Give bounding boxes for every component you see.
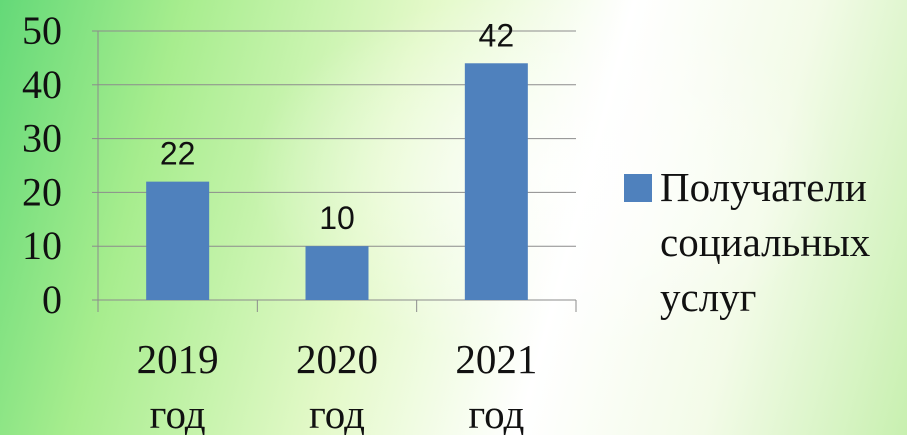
- legend-line: социальных: [660, 219, 871, 265]
- y-tick-label: 30: [22, 116, 62, 161]
- x-tick-label: 2019: [137, 336, 219, 382]
- x-tick-label: 2021: [455, 336, 537, 382]
- x-tick-label: год: [309, 391, 365, 435]
- bar: [146, 181, 210, 300]
- data-label: 22: [160, 136, 196, 172]
- bar: [305, 246, 369, 300]
- x-tick-label: год: [468, 391, 524, 435]
- y-tick-label: 20: [22, 169, 62, 214]
- legend-label: Получатели социальных услуг: [660, 160, 907, 325]
- y-tick-label: 10: [22, 223, 62, 268]
- y-tick-label: 40: [22, 62, 62, 107]
- x-tick-label: 2020: [296, 336, 378, 382]
- legend-swatch: [624, 174, 652, 202]
- legend: Получатели социальных услуг: [624, 160, 907, 325]
- y-tick-label: 50: [22, 8, 62, 53]
- legend-line: Получатели: [660, 164, 867, 210]
- data-label: 42: [479, 17, 515, 53]
- data-label: 10: [319, 200, 355, 236]
- x-tick-label: год: [150, 391, 206, 435]
- bar: [464, 63, 528, 300]
- y-tick-label: 0: [42, 277, 62, 322]
- legend-line: услуг: [660, 274, 757, 320]
